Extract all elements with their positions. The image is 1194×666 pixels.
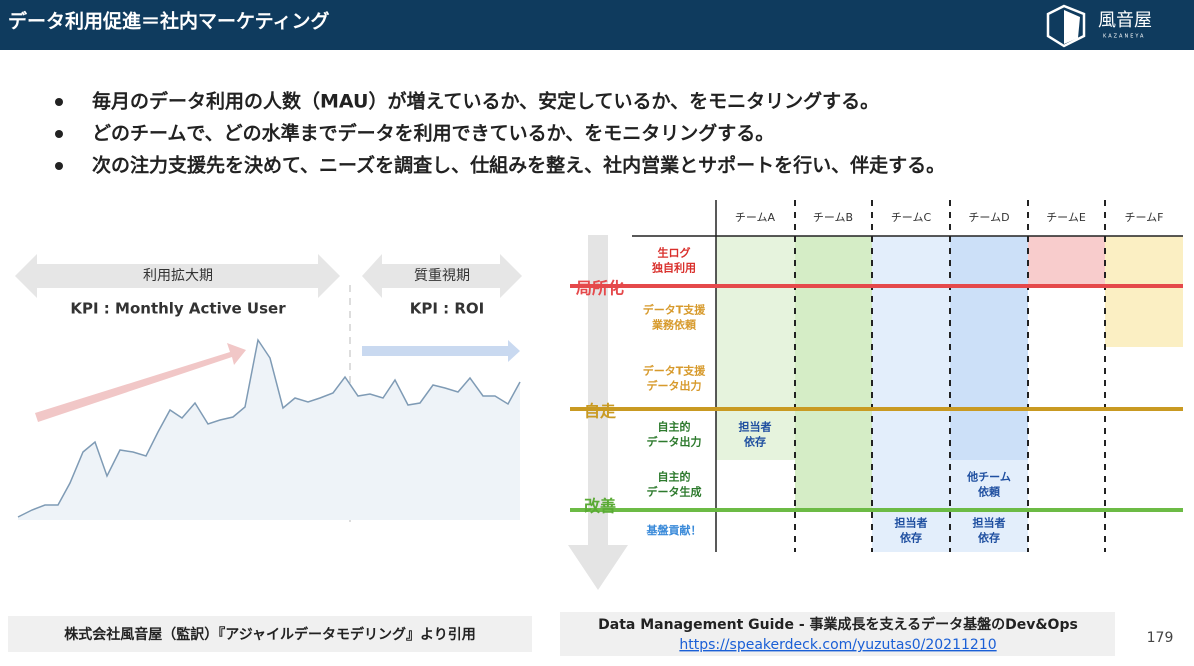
usage-line: [17, 338, 521, 518]
bullet: どのチームで、どの水準までデータを利用できているか、をモニタリングする。: [92, 122, 774, 145]
stage-labels: 局所化 自走 改善: [576, 279, 624, 516]
row-label: 独自利用: [651, 261, 696, 275]
logo: 風音屋 KAZANEYA: [1046, 4, 1152, 48]
page-number: 179: [1147, 630, 1174, 646]
bullet-dot: [55, 162, 63, 170]
phase-label: 利用拡大期: [143, 268, 213, 284]
column-header: チームB: [813, 211, 853, 224]
row-label: データ出力: [647, 435, 702, 449]
phase-arrow: [362, 254, 522, 298]
growth-arrow: [35, 343, 246, 422]
stage-label: 局所化: [576, 279, 624, 298]
column-header: チームA: [735, 211, 776, 224]
cell-note: 担当者: [973, 516, 1006, 530]
cell-note: 他チーム: [966, 470, 1011, 484]
row-label: 生ログ: [658, 246, 691, 260]
bullet: 次の注力支援先を決めて、ニーズを調査し、仕組みを整え、社内営業とサポートを行い、…: [92, 154, 945, 177]
growth-diagram: 利用拡大期 質重視期 KPI : Monthly Active User KPI…: [15, 254, 522, 522]
phase-kpi: KPI : Monthly Active User: [70, 300, 286, 318]
cell-note: 依存: [900, 531, 922, 545]
citation: 株式会社風音屋（監訳）『アジャイルデータモデリング』より引用: [64, 626, 475, 643]
progress-arrow: [568, 235, 628, 590]
cell-fill: [716, 236, 795, 460]
bullet: 毎月のデータ利用の人数（MAU）が増えているか、安定しているか、をモニタリングす…: [92, 90, 879, 113]
row-label: 基盤貢献！: [646, 523, 702, 537]
bullet-dot: [55, 98, 63, 106]
cell-fill: [950, 460, 1028, 552]
column-header: チームE: [1046, 211, 1086, 224]
matrix-text: チームA チームB チームC チームD チームE チームF 生ログ独自利用データT支援業務依…: [643, 211, 1164, 545]
bullets: 毎月のデータ利用の人数（MAU）が増えているか、安定しているか、をモニタリングす…: [55, 90, 945, 177]
maturity-matrix: 局所化 自走 改善 チームA チームB チームC チームD チームE チームF 生ログ独自利…: [568, 200, 1183, 590]
logo-sub: KAZANEYA: [1103, 34, 1145, 40]
cell-fill: [872, 236, 950, 552]
logo-text: 風音屋: [1098, 10, 1152, 31]
source-title: Data Management Guide - 事業成長を支えるデータ基盤のDe…: [598, 616, 1078, 633]
row-label: データ出力: [647, 379, 702, 393]
column-header: チームD: [968, 211, 1009, 224]
column-header: チームF: [1125, 211, 1164, 224]
cell-fill: [795, 236, 872, 510]
phase-arrow: [15, 254, 340, 298]
header-title: データ利用促進＝社内マーケティング: [8, 10, 329, 33]
column-dividers: [794, 200, 1106, 552]
row-label: 業務依頼: [651, 318, 697, 332]
cell-note: 依頼: [978, 485, 1001, 499]
stable-arrow: [362, 340, 520, 362]
row-label: データT支援: [643, 364, 707, 378]
cell-note: 依存: [744, 435, 766, 449]
cell-fill: [950, 236, 1028, 460]
column-header: チームC: [891, 211, 932, 224]
cell-fill: [1105, 236, 1183, 347]
phase-label: 質重視期: [414, 268, 470, 284]
row-label: 自主的: [658, 470, 691, 484]
row-label: データ生成: [647, 485, 702, 499]
logo-icon: [1046, 4, 1086, 48]
logo-icon-fill: [1064, 10, 1080, 44]
cell-note: 担当者: [739, 420, 772, 434]
row-label: データT支援: [643, 303, 707, 317]
cell-fill: [1028, 236, 1105, 286]
source-link[interactable]: https://speakerdeck.com/yuzutas0/2021121…: [679, 637, 996, 653]
usage-area: [18, 340, 520, 520]
stage-label: 自走: [584, 402, 616, 421]
row-label: 自主的: [658, 420, 691, 434]
citation-box: [8, 616, 532, 652]
header-bar: [0, 0, 1194, 50]
phase-kpi: KPI : ROI: [410, 300, 485, 318]
source-box: [560, 612, 1115, 656]
stage-label: 改善: [584, 497, 616, 516]
bullet-dot: [55, 130, 63, 138]
cell-note: 担当者: [895, 516, 928, 530]
cell-note: 依存: [978, 531, 1000, 545]
